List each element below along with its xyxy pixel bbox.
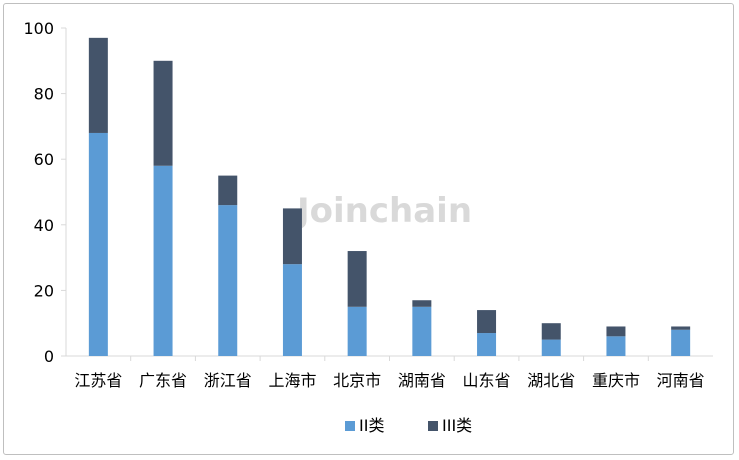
bar-segment <box>606 336 626 356</box>
bar-segment <box>412 300 432 307</box>
y-tick-label: 0 <box>44 347 54 366</box>
x-tick-label: 重庆市 <box>592 371 640 390</box>
x-tick-label: 河南省 <box>657 371 705 390</box>
legend-swatch <box>345 421 355 431</box>
legend-label: II类 <box>359 416 384 435</box>
y-tick-label: 80 <box>34 85 54 104</box>
bar-segment <box>282 264 302 356</box>
legend-swatch <box>428 421 438 431</box>
chart-frame <box>3 3 734 455</box>
x-tick-label: 北京市 <box>333 371 381 390</box>
bar-segment <box>88 37 108 133</box>
x-tick-label: 湖北省 <box>527 371 575 390</box>
bar-segment <box>412 306 432 356</box>
y-tick-label: 60 <box>34 150 54 169</box>
watermark: Joinchain <box>295 191 472 231</box>
bar-segment <box>153 165 173 356</box>
y-tick-label: 20 <box>34 281 54 300</box>
bar-segment <box>541 323 561 340</box>
bar-segment <box>282 208 302 265</box>
legend: II类 III类 <box>345 416 472 435</box>
bars <box>88 37 691 356</box>
x-tick-label: 广东省 <box>139 371 187 390</box>
bar-segment <box>671 326 691 330</box>
y-tick-label: 40 <box>34 216 54 235</box>
bar-segment <box>606 326 626 337</box>
bar-segment <box>477 310 497 334</box>
x-tick-label: 山东省 <box>463 371 511 390</box>
bar-segment <box>477 333 497 356</box>
bar-segment <box>218 175 238 206</box>
axes: 0 20 40 60 80 100 江苏省 广东省 浙江省 上海市 北京市 湖南省 山东省 湖北省 重庆市河… <box>23 19 713 390</box>
bar-segment <box>347 251 367 307</box>
bar-segment <box>347 306 367 356</box>
y-tick-label: 100 <box>23 19 54 38</box>
x-tick-label: 上海市 <box>268 371 316 390</box>
bar-segment <box>541 339 561 356</box>
x-tick-label: 湖南省 <box>398 371 446 390</box>
x-tick-label: 江苏省 <box>74 371 122 390</box>
bar-segment <box>671 329 691 356</box>
bar-segment <box>88 132 108 356</box>
bar-segment <box>153 60 173 166</box>
x-tick-label: 浙江省 <box>204 371 252 390</box>
bar-segment <box>218 205 238 356</box>
legend-label: III类 <box>442 416 472 435</box>
